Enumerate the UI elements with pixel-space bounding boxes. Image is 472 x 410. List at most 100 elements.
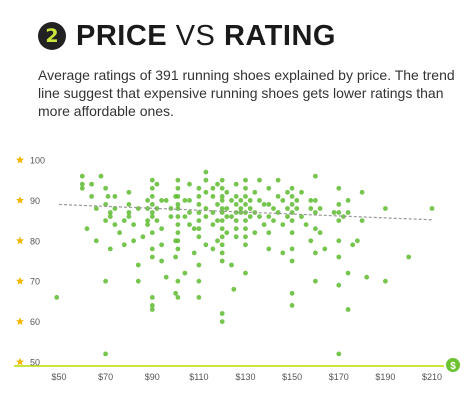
data-point (149, 254, 155, 260)
data-point (175, 230, 181, 236)
data-point (308, 238, 314, 244)
data-point (145, 222, 151, 227)
data-point (317, 230, 323, 236)
data-point (149, 295, 155, 300)
data-point (341, 214, 346, 219)
data-point (196, 226, 202, 232)
data-point (289, 185, 295, 191)
data-point (289, 218, 295, 223)
data-point (317, 206, 323, 211)
data-point (140, 234, 146, 240)
data-point (336, 254, 342, 260)
y-tick-label: 100 (30, 156, 45, 166)
data-point (175, 202, 181, 207)
section-subtitle: Average ratings of 391 running shoes exp… (38, 67, 455, 119)
y-tick-label: 70 (30, 277, 40, 287)
data-point (154, 218, 160, 223)
data-point (210, 222, 216, 227)
data-point (285, 206, 290, 211)
x-tick-label: $150 (282, 372, 302, 382)
data-point (238, 206, 244, 211)
data-point (233, 226, 239, 232)
data-point (103, 185, 108, 191)
data-point (261, 222, 267, 227)
data-point (257, 214, 262, 219)
title-price: PRICE (76, 20, 168, 52)
data-point (247, 214, 253, 219)
data-point (243, 242, 248, 248)
data-point (289, 258, 295, 264)
data-point (383, 278, 388, 284)
x-tick-label: $110 (189, 372, 208, 382)
data-point (224, 206, 230, 211)
data-point (243, 234, 248, 240)
data-point (261, 202, 267, 207)
trend-line (58, 203, 433, 221)
data-point (355, 238, 360, 244)
data-point (229, 262, 234, 268)
data-point (175, 185, 181, 191)
data-point (107, 246, 113, 252)
data-point (224, 214, 230, 219)
x-tick-label: $210 (422, 372, 442, 382)
data-point (247, 198, 253, 203)
star-icon (16, 277, 24, 285)
data-point (149, 214, 155, 219)
x-tick-label: $190 (375, 372, 395, 382)
data-point (79, 181, 85, 187)
data-point (275, 177, 281, 183)
data-point (275, 210, 281, 215)
data-point (149, 194, 155, 199)
data-point (336, 351, 342, 357)
data-point (145, 198, 151, 203)
data-point (89, 181, 94, 187)
data-point (429, 206, 435, 211)
data-point (149, 202, 155, 207)
data-point (303, 222, 309, 227)
data-point (299, 189, 304, 195)
data-point (149, 210, 155, 215)
data-point (233, 194, 239, 199)
data-point (191, 250, 197, 256)
data-point (233, 234, 239, 240)
data-point (219, 311, 225, 316)
data-point (313, 198, 318, 203)
data-point (219, 185, 225, 191)
data-point (219, 258, 225, 264)
data-point (103, 218, 108, 223)
data-point (252, 230, 258, 236)
data-point (313, 250, 318, 256)
scatter-chart: $50 60 70 80 90 100 $50 $70 $90 $110 $130 $150 $170 $… (14, 156, 460, 382)
data-point (145, 206, 151, 211)
data-point (336, 282, 342, 288)
data-point (336, 218, 342, 223)
data-point (289, 290, 295, 296)
data-point (149, 307, 155, 312)
data-point (285, 189, 290, 195)
data-point (243, 270, 248, 276)
x-tick-label: $170 (329, 372, 349, 382)
data-point (159, 198, 165, 203)
data-point (243, 226, 248, 232)
data-point (187, 181, 192, 187)
data-point (149, 177, 155, 183)
data-point (135, 206, 141, 211)
data-point (89, 194, 94, 199)
data-point (168, 214, 174, 219)
data-point (175, 206, 181, 211)
data-point (126, 189, 132, 195)
data-point (182, 214, 188, 219)
x-tick-label: $50 (51, 372, 66, 382)
data-point (196, 185, 202, 191)
data-point (313, 210, 318, 215)
data-point (243, 202, 248, 207)
data-point (149, 185, 155, 191)
data-point (191, 226, 197, 232)
data-point (149, 303, 155, 308)
data-point (336, 210, 342, 215)
data-point (149, 246, 155, 252)
data-point (359, 218, 365, 223)
data-point (203, 177, 209, 183)
data-point (215, 218, 220, 223)
section-title: PRICE VS RATING (76, 20, 336, 53)
